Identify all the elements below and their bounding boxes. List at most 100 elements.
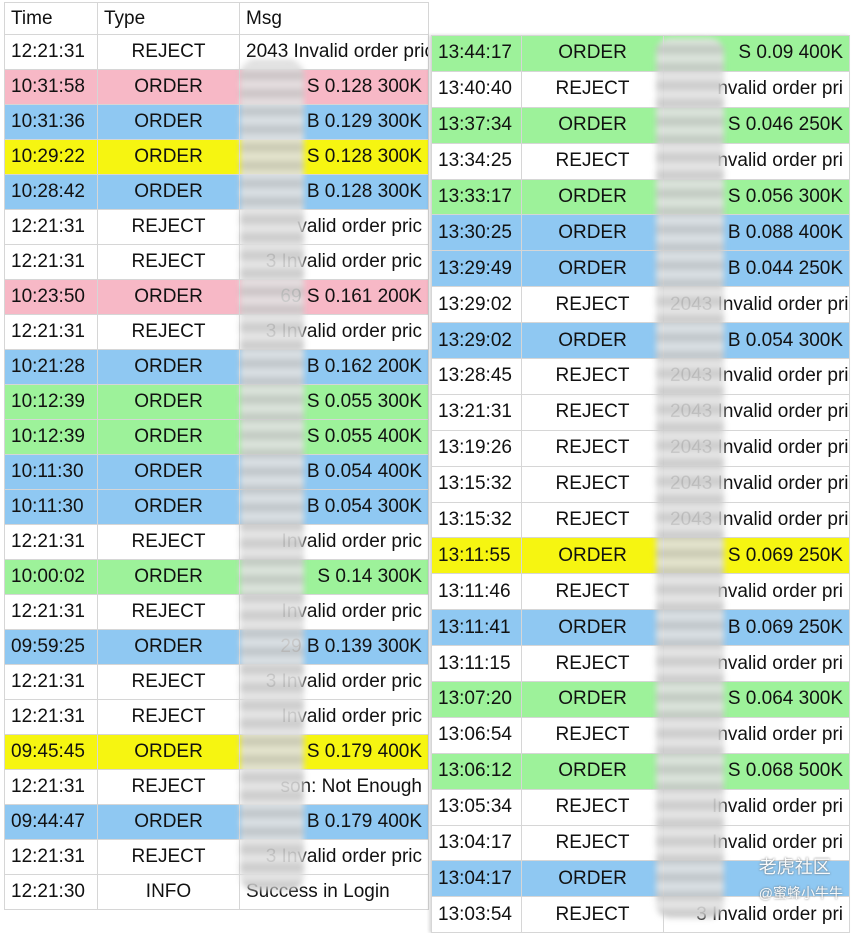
- table-row[interactable]: 12:21:31 REJECT 3 Invalid order pric: [4, 244, 429, 280]
- type-cell: ORDER: [97, 804, 240, 840]
- table-row[interactable]: 13:33:17 ORDER S 0.056 300K: [431, 178, 850, 216]
- table-row[interactable]: 13:29:49 ORDER B 0.044 250K: [431, 250, 850, 288]
- table-row[interactable]: 13:15:32 REJECT 2043 Invalid order pri: [431, 501, 850, 539]
- time-cell: 10:29:22: [4, 139, 98, 175]
- table-row[interactable]: 12:21:31 REJECT 2043 Invalid order pric: [4, 34, 429, 70]
- time-cell: 13:29:02: [431, 322, 522, 360]
- time-cell: 10:12:39: [4, 384, 98, 420]
- table-row[interactable]: 13:34:25 REJECT nvalid order pri: [431, 142, 850, 180]
- type-cell: ORDER: [521, 609, 664, 647]
- table-row[interactable]: 13:05:34 REJECT Invalid order pri: [431, 788, 850, 826]
- time-cell: 13:21:31: [431, 393, 522, 431]
- table-row[interactable]: 12:21:31 REJECT 3 Invalid order pric: [4, 314, 429, 350]
- type-cell: REJECT: [521, 824, 664, 862]
- table-row[interactable]: 13:04:17 REJECT Invalid order pri: [431, 824, 850, 862]
- table-row[interactable]: 12:21:30 INFO Success in Login: [4, 874, 429, 910]
- table-row[interactable]: 09:59:25 ORDER 29 B 0.139 300K: [4, 629, 429, 665]
- time-cell: 13:34:25: [431, 142, 522, 180]
- type-cell: REJECT: [521, 573, 664, 611]
- column-header-type[interactable]: Type: [97, 2, 240, 35]
- table-row[interactable]: 13:11:55 ORDER S 0.069 250K: [431, 537, 850, 575]
- order-log-table-left: Time Type Msg 12:21:31 REJECT 2043 Invalid…: [4, 2, 429, 910]
- type-cell: ORDER: [97, 349, 240, 385]
- table-row[interactable]: 13:11:41 ORDER B 0.069 250K: [431, 609, 850, 647]
- table-row[interactable]: 10:31:36 ORDER B 0.129 300K: [4, 104, 429, 140]
- table-row[interactable]: 13:06:54 REJECT nvalid order pri: [431, 716, 850, 754]
- table-row[interactable]: 13:15:32 REJECT 2043 Invalid order pri: [431, 465, 850, 503]
- table-row[interactable]: 10:11:30 ORDER B 0.054 300K: [4, 489, 429, 525]
- time-cell: 13:15:32: [431, 501, 522, 539]
- type-cell: ORDER: [97, 734, 240, 770]
- type-cell: REJECT: [521, 645, 664, 683]
- type-cell: ORDER: [521, 35, 664, 72]
- table-row[interactable]: 13:11:46 REJECT nvalid order pri: [431, 573, 850, 611]
- time-cell: 13:04:17: [431, 860, 522, 898]
- table-row[interactable]: 12:21:31 REJECT Invalid order pric: [4, 699, 429, 735]
- table-row[interactable]: 13:44:17 ORDER S 0.09 400K: [431, 35, 850, 72]
- time-cell: 13:06:12: [431, 752, 522, 790]
- time-cell: 10:31:58: [4, 69, 98, 105]
- type-cell: REJECT: [97, 314, 240, 350]
- table-row[interactable]: 13:03:54 REJECT 3 Invalid order pri: [431, 896, 850, 933]
- table-row[interactable]: 10:11:30 ORDER B 0.054 400K: [4, 454, 429, 490]
- table-row[interactable]: 13:19:26 REJECT 2043 Invalid order pri: [431, 429, 850, 467]
- time-cell: 13:15:32: [431, 465, 522, 503]
- table-row[interactable]: 12:21:31 REJECT son: Not Enough: [4, 769, 429, 805]
- table-row[interactable]: 10:21:28 ORDER B 0.162 200K: [4, 349, 429, 385]
- table-row[interactable]: 13:11:15 REJECT nvalid order pri: [431, 645, 850, 683]
- table-row[interactable]: 09:45:45 ORDER S 0.179 400K: [4, 734, 429, 770]
- time-cell: 12:21:31: [4, 699, 98, 735]
- time-cell: 09:59:25: [4, 629, 98, 665]
- type-cell: ORDER: [97, 454, 240, 490]
- table-row[interactable]: 10:28:42 ORDER B 0.128 300K: [4, 174, 429, 210]
- table-row[interactable]: 13:29:02 REJECT 2043 Invalid order pri: [431, 286, 850, 324]
- table-row[interactable]: 12:21:31 REJECT valid order pric: [4, 209, 429, 245]
- watermark-sub: @蜜蜂小牛牛: [758, 885, 843, 901]
- table-row[interactable]: 13:28:45 REJECT 2043 Invalid order pri: [431, 358, 850, 395]
- table-row[interactable]: 09:44:47 ORDER B 0.179 400K: [4, 804, 429, 840]
- type-cell: ORDER: [521, 214, 664, 252]
- table-row[interactable]: 13:29:02 ORDER B 0.054 300K: [431, 322, 850, 360]
- watermark-main: 老虎社区: [758, 857, 831, 877]
- type-cell: ORDER: [521, 537, 664, 575]
- table-row[interactable]: 12:21:31 REJECT 3 Invalid order pric: [4, 839, 429, 875]
- table-row[interactable]: 13:07:20 ORDER S 0.064 300K: [431, 681, 850, 718]
- table-row[interactable]: 10:31:58 ORDER S 0.128 300K: [4, 69, 429, 105]
- table-row[interactable]: 10:12:39 ORDER S 0.055 400K: [4, 419, 429, 455]
- table-row[interactable]: 13:06:12 ORDER S 0.068 500K: [431, 752, 850, 790]
- type-cell: REJECT: [97, 699, 240, 735]
- table-row[interactable]: 13:37:34 ORDER S 0.046 250K: [431, 106, 850, 144]
- time-cell: 12:21:31: [4, 769, 98, 805]
- table-row[interactable]: 13:04:17 ORDER: [431, 860, 850, 898]
- time-cell: 13:33:17: [431, 178, 522, 216]
- table-row[interactable]: 13:21:31 REJECT 2043 Invalid order pri: [431, 393, 850, 431]
- type-cell: REJECT: [97, 34, 240, 70]
- table-row[interactable]: 10:00:02 ORDER S 0.14 300K: [4, 559, 429, 595]
- table-row[interactable]: 12:21:31 REJECT Invalid order pric: [4, 594, 429, 630]
- type-cell: ORDER: [521, 752, 664, 790]
- time-cell: 10:11:30: [4, 489, 98, 525]
- table-row[interactable]: 10:29:22 ORDER S 0.128 300K: [4, 139, 429, 175]
- msg-cell: 3 Invalid order pric: [239, 839, 429, 875]
- type-cell: ORDER: [97, 489, 240, 525]
- msg-cell: 69 S 0.161 200K: [239, 279, 429, 315]
- type-cell: REJECT: [97, 594, 240, 630]
- time-cell: 12:21:31: [4, 314, 98, 350]
- time-cell: 10:31:36: [4, 104, 98, 140]
- time-cell: 13:29:02: [431, 286, 522, 324]
- table-row[interactable]: 13:40:40 REJECT nvalid order pri: [431, 70, 850, 108]
- type-cell: ORDER: [521, 178, 664, 216]
- column-header-msg[interactable]: Msg: [239, 2, 429, 35]
- time-cell: 12:21:31: [4, 594, 98, 630]
- column-header-time[interactable]: Time: [4, 2, 98, 35]
- type-cell: ORDER: [97, 419, 240, 455]
- table-row[interactable]: 12:21:31 REJECT 3 Invalid order pric: [4, 664, 429, 700]
- table-row[interactable]: 13:30:25 ORDER B 0.088 400K: [431, 214, 850, 252]
- table-row[interactable]: 12:21:31 REJECT Invalid order pric: [4, 524, 429, 560]
- type-cell: REJECT: [97, 769, 240, 805]
- table-row[interactable]: 10:23:50 ORDER 69 S 0.161 200K: [4, 279, 429, 315]
- time-cell: 13:28:45: [431, 358, 522, 395]
- time-cell: 12:21:31: [4, 839, 98, 875]
- table-row[interactable]: 10:12:39 ORDER S 0.055 300K: [4, 384, 429, 420]
- time-cell: 12:21:30: [4, 874, 98, 910]
